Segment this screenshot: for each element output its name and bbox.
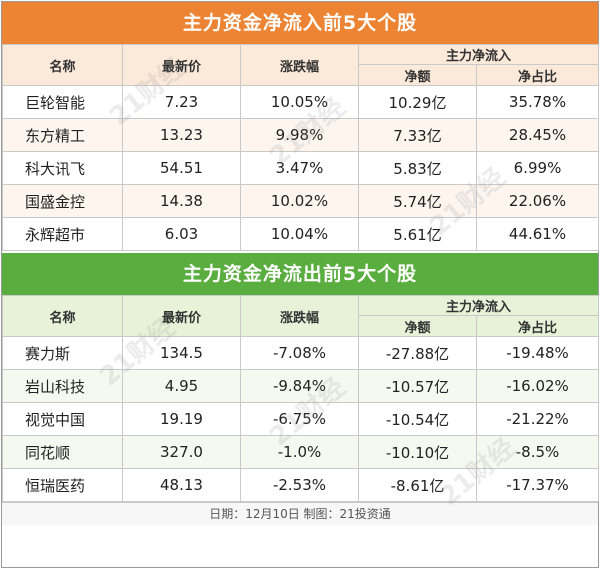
stock-name: 国盛金控	[2, 184, 123, 218]
col-header-name: 名称	[2, 44, 123, 86]
stock-change: -7.08%	[240, 336, 359, 370]
col-header-net: 净额	[358, 64, 477, 86]
table-row: 东方精工 13.23 9.98% 7.33亿 28.45%	[2, 118, 600, 152]
table-row: 恒瑞医药 48.13 -2.53% -8.61亿 -17.37%	[2, 468, 600, 502]
inflow-table: 名称 最新价 涨跌幅 主力净流入 净额 净占比 巨轮智能 7.23 10.05%…	[2, 44, 600, 251]
net-ratio: 22.06%	[475, 184, 600, 218]
table-row: 国盛金控 14.38 10.02% 5.74亿 22.06%	[2, 184, 600, 218]
stock-price: 4.95	[122, 369, 241, 403]
stock-change: -1.0%	[240, 435, 359, 469]
net-amount: -10.54亿	[358, 402, 477, 436]
stock-price: 48.13	[122, 468, 241, 502]
net-amount: -10.10亿	[358, 435, 477, 469]
outflow-table: 名称 最新价 涨跌幅 主力净流入 净额 净占比 赛力斯 134.5 -7.08%…	[2, 295, 600, 502]
net-ratio: 35.78%	[475, 85, 600, 119]
stock-change: -9.84%	[240, 369, 359, 403]
table-row: 同花顺 327.0 -1.0% -10.10亿 -8.5%	[2, 435, 600, 469]
col-header-group: 主力净流入	[357, 44, 600, 65]
col-header-price: 最新价	[122, 44, 241, 86]
outflow-title: 主力资金净流出前5大个股	[2, 253, 598, 295]
stock-change: 9.98%	[240, 118, 359, 152]
col-header-name: 名称	[2, 295, 123, 337]
inflow-title: 主力资金净流入前5大个股	[2, 2, 598, 44]
stock-name: 科大讯飞	[2, 151, 123, 185]
stock-price: 19.19	[122, 402, 241, 436]
stock-price: 6.03	[122, 217, 241, 251]
net-ratio: -17.37%	[475, 468, 600, 502]
stock-name: 巨轮智能	[2, 85, 123, 119]
net-ratio: -21.22%	[475, 402, 600, 436]
net-ratio: 28.45%	[475, 118, 600, 152]
stock-change: 3.47%	[240, 151, 359, 185]
stock-name: 岩山科技	[2, 369, 123, 403]
col-header-group: 主力净流入	[357, 295, 600, 316]
net-ratio: 44.61%	[475, 217, 600, 251]
table-row: 视觉中国 19.19 -6.75% -10.54亿 -21.22%	[2, 402, 600, 436]
net-amount: -8.61亿	[358, 468, 477, 502]
stock-change: 10.04%	[240, 217, 359, 251]
stock-name: 恒瑞医药	[2, 468, 123, 502]
col-header-change: 涨跌幅	[240, 295, 359, 337]
net-amount: 10.29亿	[358, 85, 477, 119]
col-header-change: 涨跌幅	[240, 44, 359, 86]
stock-price: 13.23	[122, 118, 241, 152]
net-amount: 7.33亿	[358, 118, 477, 152]
net-ratio: -16.02%	[475, 369, 600, 403]
stock-name: 同花顺	[2, 435, 123, 469]
stock-change: 10.05%	[240, 85, 359, 119]
stock-price: 54.51	[122, 151, 241, 185]
net-amount: 5.61亿	[358, 217, 477, 251]
col-header-ratio: 净占比	[475, 315, 600, 337]
net-ratio: -8.5%	[475, 435, 600, 469]
net-amount: 5.74亿	[358, 184, 477, 218]
net-ratio: 6.99%	[475, 151, 600, 185]
col-header-ratio: 净占比	[475, 64, 600, 86]
stock-price: 14.38	[122, 184, 241, 218]
stock-name: 视觉中国	[2, 402, 123, 436]
col-header-net: 净额	[358, 315, 477, 337]
table-row: 永辉超市 6.03 10.04% 5.61亿 44.61%	[2, 217, 600, 251]
stock-name: 永辉超市	[2, 217, 123, 251]
table-row: 赛力斯 134.5 -7.08% -27.88亿 -19.48%	[2, 336, 600, 370]
stock-price: 134.5	[122, 336, 241, 370]
stock-price: 327.0	[122, 435, 241, 469]
stock-change: -6.75%	[240, 402, 359, 436]
net-ratio: -19.48%	[475, 336, 600, 370]
table-row: 岩山科技 4.95 -9.84% -10.57亿 -16.02%	[2, 369, 600, 403]
stock-name: 东方精工	[2, 118, 123, 152]
net-amount: -10.57亿	[358, 369, 477, 403]
stock-change: -2.53%	[240, 468, 359, 502]
stock-change: 10.02%	[240, 184, 359, 218]
footer-credit: 日期：12月10日 制图：21投资通	[2, 502, 598, 525]
table-row: 巨轮智能 7.23 10.05% 10.29亿 35.78%	[2, 85, 600, 119]
table-row: 科大讯飞 54.51 3.47% 5.83亿 6.99%	[2, 151, 600, 185]
net-amount: 5.83亿	[358, 151, 477, 185]
stock-price: 7.23	[122, 85, 241, 119]
stock-name: 赛力斯	[2, 336, 123, 370]
net-amount: -27.88亿	[358, 336, 477, 370]
col-header-price: 最新价	[122, 295, 241, 337]
